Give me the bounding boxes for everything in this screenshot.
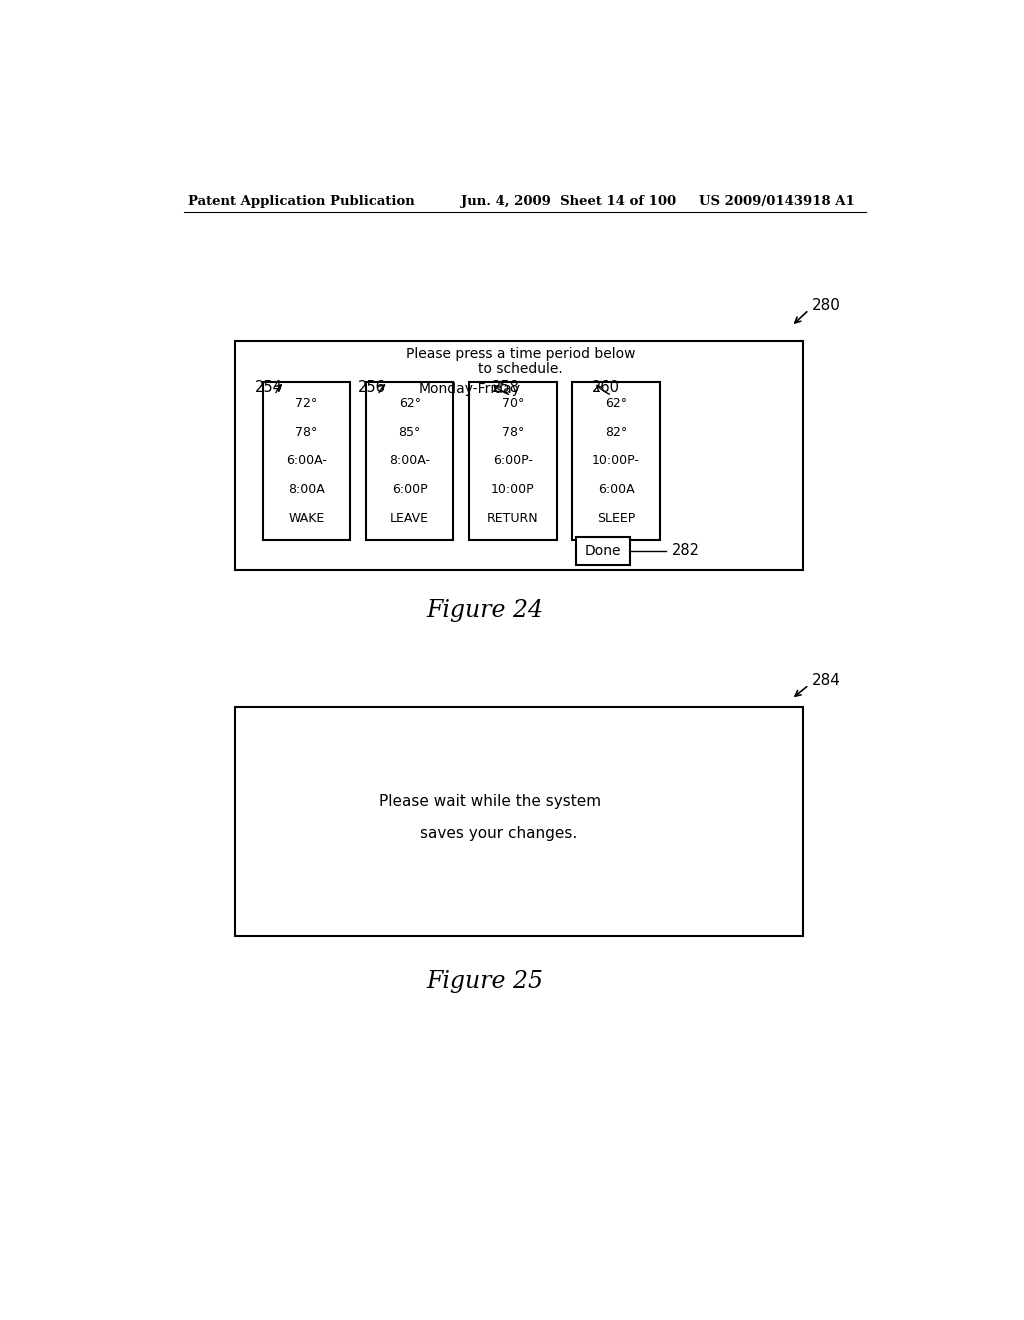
Text: 62°: 62°	[398, 397, 421, 411]
Text: Figure 25: Figure 25	[427, 970, 544, 993]
Bar	[236, 342, 803, 570]
Text: Jun. 4, 2009  Sheet 14 of 100: Jun. 4, 2009 Sheet 14 of 100	[461, 194, 677, 207]
Text: 282: 282	[672, 544, 699, 558]
Text: 8:00A-: 8:00A-	[389, 454, 430, 467]
Bar	[263, 381, 350, 540]
Text: 10:00P: 10:00P	[492, 483, 535, 496]
Text: 280: 280	[812, 298, 841, 313]
Text: 284: 284	[812, 673, 841, 688]
Bar	[367, 381, 454, 540]
Text: SLEEP: SLEEP	[597, 512, 635, 524]
Bar	[469, 381, 557, 540]
Text: 72°: 72°	[296, 397, 317, 411]
Text: saves your changes.: saves your changes.	[420, 826, 578, 841]
Text: 70°: 70°	[502, 397, 524, 411]
Text: Monday-Friday: Monday-Friday	[418, 381, 520, 396]
Text: 85°: 85°	[398, 425, 421, 438]
Text: to schedule.: to schedule.	[478, 362, 563, 376]
Text: 8:00A: 8:00A	[288, 483, 325, 496]
Text: Please press a time period below: Please press a time period below	[407, 347, 636, 360]
Bar	[236, 708, 803, 936]
Text: 258: 258	[492, 380, 519, 395]
Text: 260: 260	[592, 380, 621, 395]
Text: 78°: 78°	[502, 425, 524, 438]
Text: 78°: 78°	[295, 425, 317, 438]
Text: 6:00A-: 6:00A-	[286, 454, 327, 467]
Text: 82°: 82°	[605, 425, 627, 438]
Text: LEAVE: LEAVE	[390, 512, 429, 524]
Bar	[572, 381, 659, 540]
Text: 254: 254	[255, 380, 283, 395]
Text: Please wait while the system: Please wait while the system	[380, 793, 601, 809]
Text: Patent Application Publication: Patent Application Publication	[187, 194, 415, 207]
Text: RETURN: RETURN	[487, 512, 539, 524]
Text: Done: Done	[585, 544, 622, 558]
Text: WAKE: WAKE	[289, 512, 325, 524]
Text: 6:00P: 6:00P	[392, 483, 428, 496]
Bar	[577, 536, 631, 565]
Text: 10:00P-: 10:00P-	[592, 454, 640, 467]
Text: 6:00A: 6:00A	[598, 483, 635, 496]
Text: 6:00P-: 6:00P-	[493, 454, 532, 467]
Text: 256: 256	[358, 380, 386, 395]
Text: 62°: 62°	[605, 397, 627, 411]
Text: US 2009/0143918 A1: US 2009/0143918 A1	[699, 194, 855, 207]
Text: Figure 24: Figure 24	[427, 599, 544, 622]
